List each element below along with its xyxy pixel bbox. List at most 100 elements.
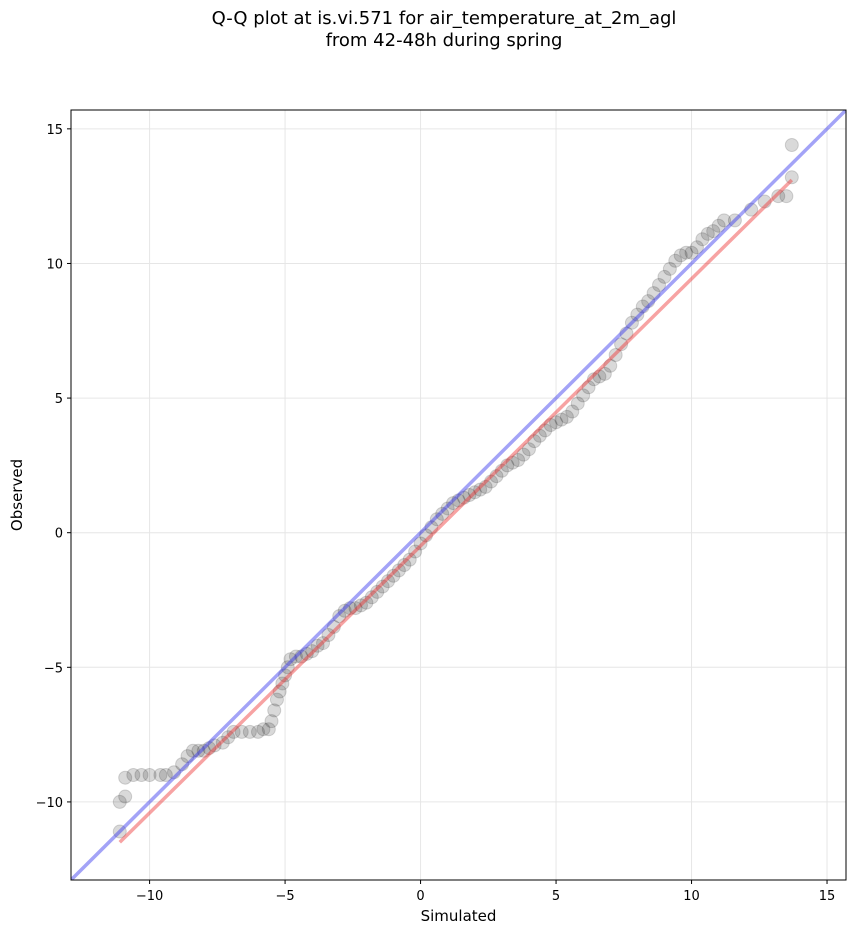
data-point xyxy=(343,601,358,616)
data-point xyxy=(310,638,325,653)
data-point xyxy=(112,794,127,809)
data-point xyxy=(700,226,715,241)
data-point xyxy=(565,404,580,419)
data-point xyxy=(234,724,249,739)
data-point xyxy=(570,396,585,411)
data-point xyxy=(118,770,133,785)
data-point xyxy=(662,261,677,276)
data-point xyxy=(538,423,553,438)
data-point xyxy=(500,458,515,473)
data-point xyxy=(278,668,293,683)
data-point xyxy=(424,520,439,535)
identity-line xyxy=(71,110,846,880)
data-point xyxy=(112,824,127,839)
x-tick-label: −10 xyxy=(136,889,163,904)
data-point xyxy=(364,590,379,605)
data-point xyxy=(370,584,385,599)
data-point xyxy=(397,558,412,572)
data-point xyxy=(408,544,423,559)
data-point xyxy=(462,488,477,502)
y-tick-label: −10 xyxy=(36,796,63,811)
data-point xyxy=(695,232,710,247)
data-point xyxy=(771,189,786,204)
data-point xyxy=(543,418,558,432)
data-point xyxy=(614,337,629,352)
data-point xyxy=(332,609,347,624)
data-point xyxy=(429,512,444,527)
chart-title-line-1: Q-Q plot at is.vi.571 for air_temperatur… xyxy=(211,8,677,29)
data-point xyxy=(202,741,217,756)
data-point xyxy=(402,552,417,567)
chart-title: Q-Q plot at is.vi.571 for air_temperatur… xyxy=(0,8,854,52)
data-point xyxy=(516,447,531,462)
data-point xyxy=(196,743,211,758)
data-point xyxy=(784,138,799,152)
y-axis-label: Observed xyxy=(8,459,26,531)
data-point xyxy=(779,189,794,204)
data-point xyxy=(505,455,520,470)
data-point xyxy=(630,307,645,322)
data-point xyxy=(134,768,149,782)
data-point xyxy=(586,372,601,387)
data-point xyxy=(576,388,591,403)
data-point xyxy=(242,724,257,739)
data-point xyxy=(269,692,284,707)
data-point xyxy=(673,248,688,263)
data-point xyxy=(527,434,542,449)
data-point xyxy=(652,278,667,292)
data-point xyxy=(353,598,368,613)
data-point xyxy=(684,245,699,260)
data-point xyxy=(191,743,206,758)
data-point xyxy=(484,474,499,489)
data-point xyxy=(473,482,488,497)
data-point xyxy=(532,428,547,443)
fit-line xyxy=(118,178,794,844)
data-point xyxy=(126,768,141,782)
data-point xyxy=(288,649,303,664)
axis-ticks: −10 −5 0 5 10 15 −10 −5 0 5 10 15 xyxy=(36,123,836,904)
data-point xyxy=(646,286,661,301)
chart-title-line-2: from 42-48h during spring xyxy=(325,30,563,51)
y-tick-label: 15 xyxy=(46,123,63,138)
y-tick-label: −5 xyxy=(44,661,63,676)
data-point xyxy=(226,724,241,739)
x-tick-label: 10 xyxy=(683,889,700,904)
data-point xyxy=(744,202,759,217)
data-point xyxy=(549,415,564,430)
data-point xyxy=(435,506,450,521)
data-point xyxy=(153,768,168,782)
data-point xyxy=(381,574,396,589)
data-point xyxy=(294,649,309,664)
data-point xyxy=(418,528,433,543)
data-point xyxy=(207,738,222,753)
data-point xyxy=(299,646,314,661)
data-point xyxy=(581,380,596,395)
data-point xyxy=(597,366,612,381)
data-point xyxy=(180,749,195,764)
data-point xyxy=(440,501,455,516)
data-point xyxy=(261,722,276,737)
data-point xyxy=(456,490,471,505)
y-tick-label: 0 xyxy=(55,527,63,542)
data-point xyxy=(657,269,672,284)
data-point xyxy=(221,730,236,745)
y-tick-label: 5 xyxy=(55,392,63,407)
plot-frame xyxy=(70,109,847,881)
data-point xyxy=(635,299,650,314)
data-point xyxy=(391,563,406,578)
x-tick-label: 5 xyxy=(552,889,560,904)
data-point xyxy=(641,294,656,309)
data-point xyxy=(757,194,772,209)
grid xyxy=(71,110,846,880)
data-point xyxy=(175,757,190,772)
x-tick-label: 0 xyxy=(416,889,424,904)
data-point xyxy=(337,603,352,618)
data-point xyxy=(727,213,742,228)
data-point xyxy=(215,735,230,750)
data-point xyxy=(250,724,265,739)
data-point xyxy=(679,245,694,260)
data-point xyxy=(554,412,569,427)
data-points xyxy=(112,138,799,839)
data-point xyxy=(494,463,509,478)
data-point xyxy=(305,644,320,659)
